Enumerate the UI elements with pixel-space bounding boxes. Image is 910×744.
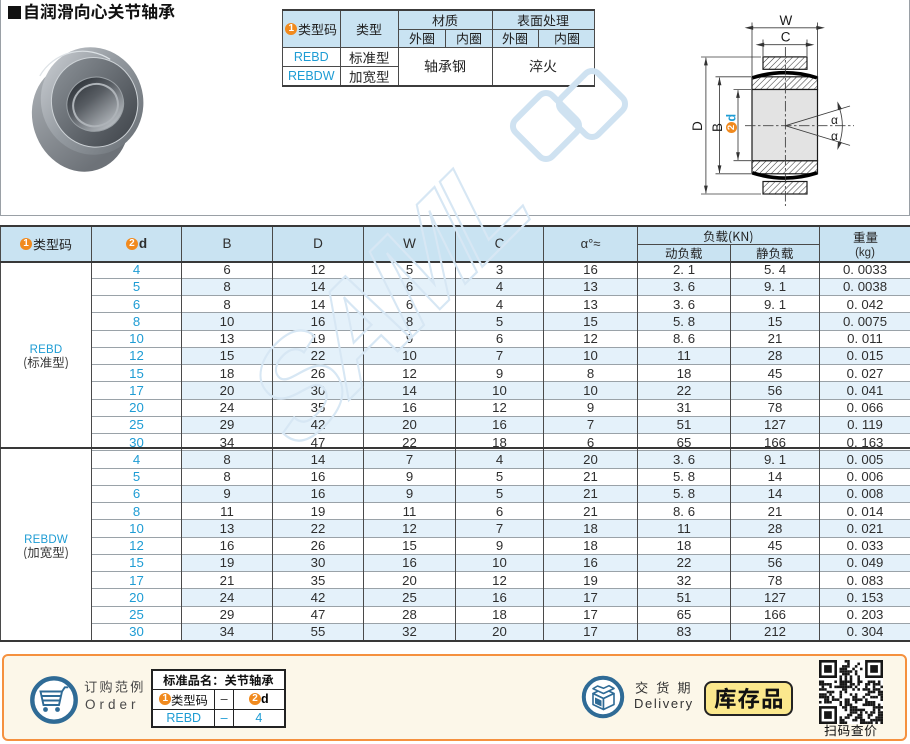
svg-text:W: W bbox=[780, 13, 793, 28]
svg-text:C: C bbox=[781, 30, 791, 45]
